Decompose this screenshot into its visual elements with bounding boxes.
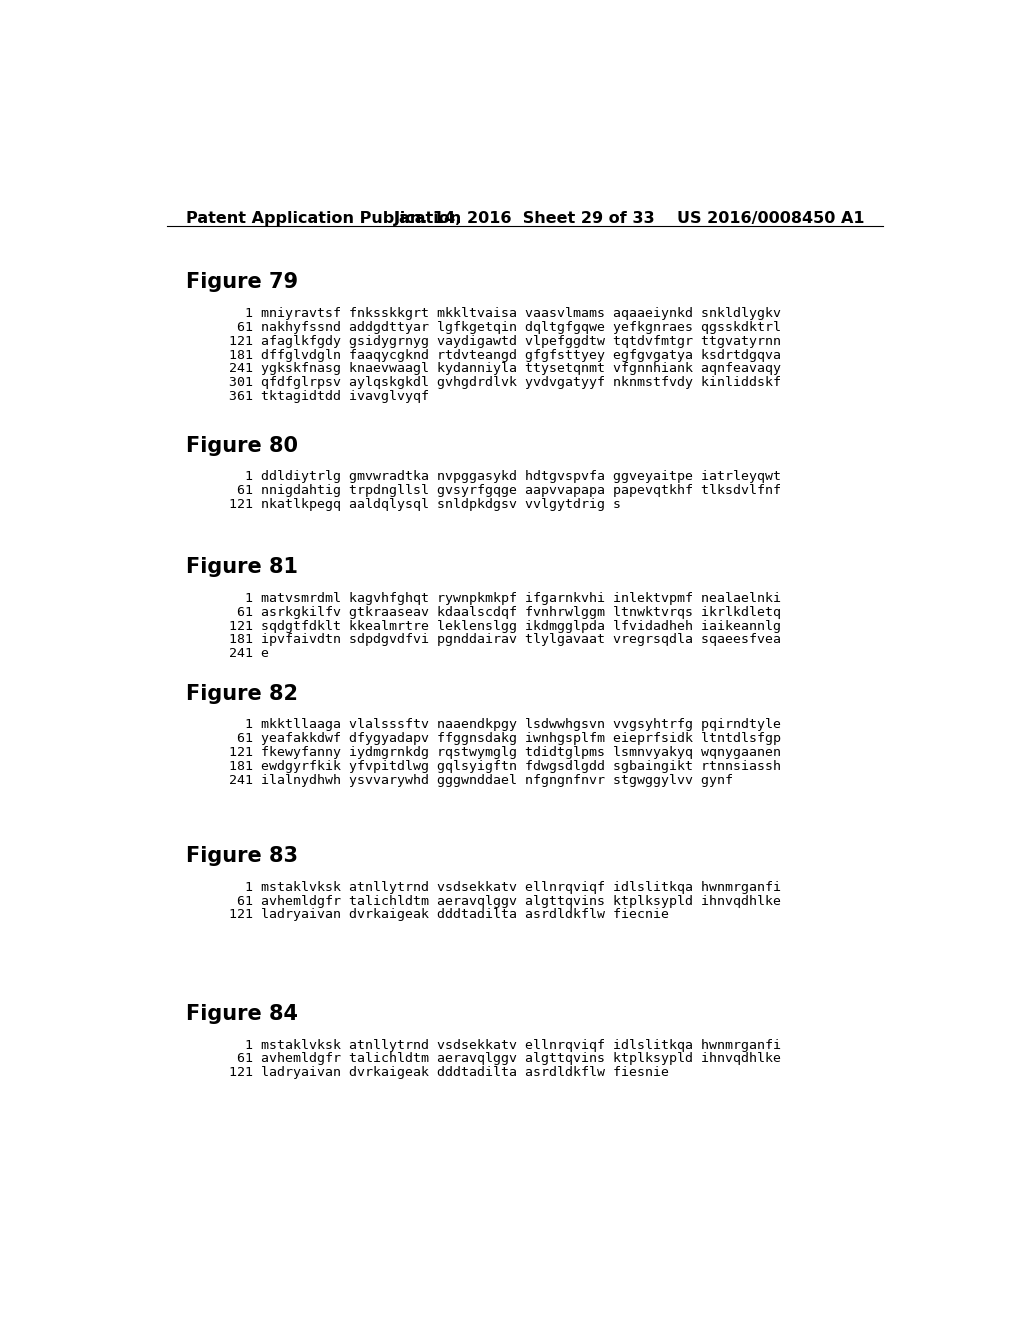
Text: 361 tktagidtdd ivavglvyqf: 361 tktagidtdd ivavglvyqf [228,391,429,403]
Text: US 2016/0008450 A1: US 2016/0008450 A1 [677,211,864,226]
Text: 1 matvsmrdml kagvhfghqt rywnpkmkpf ifgarnkvhi inlektvpmf nealaelnki: 1 matvsmrdml kagvhfghqt rywnpkmkpf ifgar… [228,591,780,605]
Text: 181 dffglvdgln faaqycgknd rtdvteangd gfgfsttyey egfgvgatya ksdrtdgqva: 181 dffglvdgln faaqycgknd rtdvteangd gfg… [228,348,780,362]
Text: 241 ilalnydhwh ysvvarywhd gggwnddael nfgngnfnvr stgwggylvv gynf: 241 ilalnydhwh ysvvarywhd gggwnddael nfg… [228,774,733,787]
Text: Figure 79: Figure 79 [186,272,298,292]
Text: 1 mstaklvksk atnllytrnd vsdsekkatv ellnrqviqf idlslitkqa hwnmrganfi: 1 mstaklvksk atnllytrnd vsdsekkatv ellnr… [228,880,780,894]
Text: 121 sqdgtfdklt kkealmrtre leklenslgg ikdmgglpda lfvidadheh iaikeannlg: 121 sqdgtfdklt kkealmrtre leklenslgg ikd… [228,619,780,632]
Text: 181 ewdgyrfkik yfvpitdlwg gqlsyigftn fdwgsdlgdd sgbaingikt rtnnsiassh: 181 ewdgyrfkik yfvpitdlwg gqlsyigftn fdw… [228,760,780,772]
Text: 61 asrkgkilfv gtkraaseav kdaalscdqf fvnhrwlggm ltnwktvrqs ikrlkdletq: 61 asrkgkilfv gtkraaseav kdaalscdqf fvnh… [228,606,780,619]
Text: 61 nnigdahtig trpdngllsl gvsyrfgqge aapvvapapa papevqtkhf tlksdvlfnf: 61 nnigdahtig trpdngllsl gvsyrfgqge aapv… [228,484,780,498]
Text: 61 avhemldgfr talichldtm aeravqlggv algttqvins ktplksypld ihnvqdhlke: 61 avhemldgfr talichldtm aeravqlggv algt… [228,895,780,908]
Text: 1 mkktllaaga vlalsssftv naaendkpgy lsdwwhgsvn vvgsyhtrfg pqirndtyle: 1 mkktllaaga vlalsssftv naaendkpgy lsdww… [228,718,780,731]
Text: Patent Application Publication: Patent Application Publication [186,211,462,226]
Text: 121 nkatlkpegq aaldqlysql snldpkdgsv vvlgytdrig s: 121 nkatlkpegq aaldqlysql snldpkdgsv vvl… [228,498,621,511]
Text: 61 yeafakkdwf dfygyadapv ffggnsdakg iwnhgsplfm eieprfsidk ltntdlsfgp: 61 yeafakkdwf dfygyadapv ffggnsdakg iwnh… [228,733,780,744]
Text: 301 qfdfglrpsv aylqskgkdl gvhgdrdlvk yvdvgatyyf nknmstfvdy kinliddskf: 301 qfdfglrpsv aylqskgkdl gvhgdrdlvk yvd… [228,376,780,389]
Text: Figure 83: Figure 83 [186,846,298,866]
Text: Figure 82: Figure 82 [186,684,298,704]
Text: 61 nakhyfssnd addgdttyar lgfkgetqin dqltgfgqwe yefkgnraes qgsskdktrl: 61 nakhyfssnd addgdttyar lgfkgetqin dqlt… [228,321,780,334]
Text: Figure 80: Figure 80 [186,436,298,455]
Text: 121 ladryaivan dvrkaigeak dddtadilta asrdldkflw fiesnie: 121 ladryaivan dvrkaigeak dddtadilta asr… [228,1067,669,1080]
Text: 121 fkewyfanny iydmgrnkdg rqstwymglg tdidtglpms lsmnvyakyq wqnygaanen: 121 fkewyfanny iydmgrnkdg rqstwymglg tdi… [228,746,780,759]
Text: 181 ipvfaivdtn sdpdgvdfvi pgnddairav tlylgavaat vregrsqdla sqaeesfvea: 181 ipvfaivdtn sdpdgvdfvi pgnddairav tly… [228,634,780,647]
Text: Figure 81: Figure 81 [186,557,298,577]
Text: 241 e: 241 e [228,647,268,660]
Text: 1 mstaklvksk atnllytrnd vsdsekkatv ellnrqviqf idlslitkqa hwnmrganfi: 1 mstaklvksk atnllytrnd vsdsekkatv ellnr… [228,1039,780,1052]
Text: 1 mniyravtsf fnksskkgrt mkkltvaisa vaasvlmams aqaaeiynkd snkldlygkv: 1 mniyravtsf fnksskkgrt mkkltvaisa vaasv… [228,308,780,319]
Text: 121 ladryaivan dvrkaigeak dddtadilta asrdldkflw fiecnie: 121 ladryaivan dvrkaigeak dddtadilta asr… [228,908,669,921]
Text: Figure 84: Figure 84 [186,1003,298,1024]
Text: Jan. 14, 2016  Sheet 29 of 33: Jan. 14, 2016 Sheet 29 of 33 [394,211,655,226]
Text: 1 ddldiytrlg gmvwradtka nvpggasykd hdtgvspvfa ggveyaitpe iatrleyqwt: 1 ddldiytrlg gmvwradtka nvpggasykd hdtgv… [228,470,780,483]
Text: 121 afaglkfgdy gsidygrnyg vaydigawtd vlpefggdtw tqtdvfmtgr ttgvatyrnn: 121 afaglkfgdy gsidygrnyg vaydigawtd vlp… [228,335,780,347]
Text: 241 ygkskfnasg knaevwaagl kydanniyla ttysetqnmt vfgnnhiank aqnfeavaqy: 241 ygkskfnasg knaevwaagl kydanniyla tty… [228,363,780,375]
Text: 61 avhemldgfr talichldtm aeravqlggv algttqvins ktplksypld ihnvqdhlke: 61 avhemldgfr talichldtm aeravqlggv algt… [228,1052,780,1065]
